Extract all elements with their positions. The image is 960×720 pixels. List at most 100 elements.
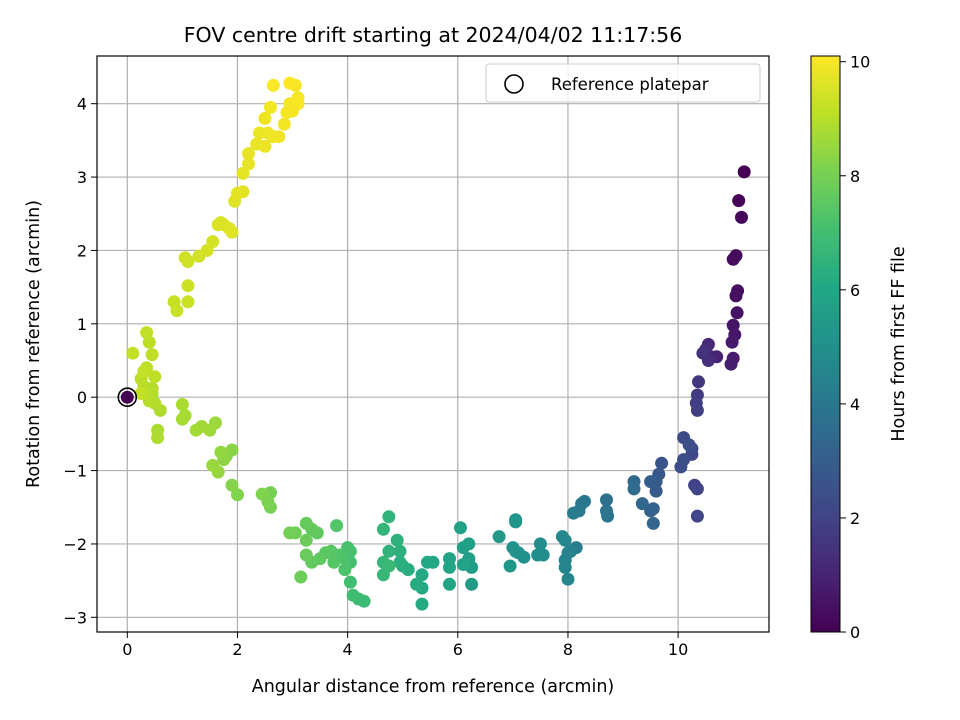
data-point bbox=[343, 575, 357, 589]
data-point bbox=[299, 516, 313, 530]
data-point bbox=[264, 100, 277, 114]
data-point bbox=[456, 558, 470, 571]
data-point bbox=[236, 166, 250, 180]
data-point bbox=[735, 210, 748, 224]
y-tick-label: 2 bbox=[77, 241, 87, 260]
y-axis-ticks: −3 −2 −1 0 1 2 3 4 bbox=[63, 95, 97, 627]
data-point bbox=[601, 509, 615, 523]
data-point bbox=[231, 488, 244, 502]
data-point bbox=[729, 289, 743, 303]
data-point bbox=[225, 478, 239, 492]
data-point bbox=[443, 560, 456, 574]
y-tick-label: 4 bbox=[77, 95, 87, 114]
data-point bbox=[506, 541, 520, 555]
data-point bbox=[170, 304, 184, 318]
data-point bbox=[454, 521, 467, 535]
data-point bbox=[242, 147, 255, 161]
x-tick-label: 8 bbox=[563, 640, 573, 659]
legend-marker-icon bbox=[504, 74, 524, 94]
data-point bbox=[294, 570, 308, 584]
colorbar: 0 2 4 6 8 10 Hours from first FF file bbox=[810, 53, 909, 642]
chart-title: FOV centre drift starting at 2024/04/02 … bbox=[184, 23, 683, 47]
data-point bbox=[567, 506, 580, 520]
data-point bbox=[730, 306, 744, 320]
reference-point-fill bbox=[120, 390, 134, 404]
data-point bbox=[726, 252, 740, 266]
data-point bbox=[382, 510, 396, 524]
data-point bbox=[291, 97, 305, 111]
data-point bbox=[181, 255, 195, 268]
data-point bbox=[181, 279, 195, 293]
data-point bbox=[266, 78, 280, 92]
grid bbox=[97, 56, 769, 632]
plot-frame bbox=[96, 55, 770, 633]
colorbar-ticks: 0 2 4 6 8 10 bbox=[840, 53, 870, 642]
data-point bbox=[137, 365, 151, 378]
data-point bbox=[390, 533, 404, 547]
legend-entry-reference-platepar: Reference platepar bbox=[551, 75, 709, 94]
data-point bbox=[443, 577, 456, 591]
colorbar-tick-label: 8 bbox=[850, 167, 860, 186]
colorbar-tick-label: 6 bbox=[850, 281, 860, 300]
data-point bbox=[255, 487, 269, 501]
data-point bbox=[696, 346, 710, 360]
data-point bbox=[242, 157, 255, 171]
data-point bbox=[299, 533, 313, 547]
data-point bbox=[737, 165, 751, 179]
data-point bbox=[646, 516, 660, 530]
data-point bbox=[299, 548, 313, 562]
data-point bbox=[627, 482, 641, 496]
data-point bbox=[732, 194, 746, 208]
y-tick-label: 3 bbox=[77, 168, 87, 187]
data-point bbox=[236, 185, 250, 199]
data-point bbox=[382, 544, 396, 558]
data-point bbox=[175, 412, 189, 426]
data-point bbox=[644, 475, 658, 489]
data-point bbox=[692, 375, 705, 389]
y-axis-label: Rotation from reference (arcmin) bbox=[24, 200, 44, 488]
data-point bbox=[655, 456, 669, 470]
data-point bbox=[258, 139, 272, 153]
data-point bbox=[148, 370, 162, 384]
data-point bbox=[674, 460, 688, 474]
colorbar-label: Hours from first FF file bbox=[889, 246, 909, 441]
data-point bbox=[533, 537, 547, 551]
data-point bbox=[690, 482, 704, 496]
x-tick-label: 6 bbox=[453, 640, 463, 659]
data-point bbox=[134, 387, 148, 400]
x-axis-label: Angular distance from reference (arcmin) bbox=[252, 677, 615, 697]
reference-platepar-marker bbox=[117, 387, 138, 407]
data-point bbox=[214, 445, 228, 459]
data-point bbox=[225, 225, 239, 239]
data-point bbox=[393, 544, 407, 558]
y-tick-label: 1 bbox=[77, 315, 87, 334]
data-point bbox=[206, 458, 220, 472]
data-point bbox=[175, 398, 189, 411]
y-tick-label: 0 bbox=[77, 388, 87, 407]
data-point bbox=[492, 530, 506, 544]
data-point bbox=[465, 577, 479, 591]
data-point bbox=[330, 519, 344, 533]
data-point bbox=[151, 431, 165, 445]
data-point bbox=[327, 555, 341, 569]
data-point bbox=[181, 295, 195, 309]
data-point bbox=[258, 111, 272, 125]
data-point bbox=[206, 235, 220, 249]
data-point bbox=[724, 357, 738, 371]
data-point bbox=[376, 522, 390, 536]
colorbar-tick-label: 10 bbox=[850, 53, 870, 72]
data-point bbox=[283, 76, 297, 90]
data-point bbox=[561, 572, 575, 586]
data-point bbox=[393, 555, 407, 569]
data-point bbox=[558, 560, 572, 574]
data-point bbox=[421, 555, 434, 569]
data-point bbox=[277, 117, 291, 131]
x-tick-label: 4 bbox=[343, 640, 353, 659]
y-tick-label: −1 bbox=[63, 462, 87, 481]
data-point bbox=[509, 515, 523, 529]
data-point bbox=[531, 548, 545, 562]
data-point bbox=[415, 568, 429, 582]
data-point bbox=[725, 335, 739, 349]
x-tick-label: 0 bbox=[122, 640, 132, 659]
